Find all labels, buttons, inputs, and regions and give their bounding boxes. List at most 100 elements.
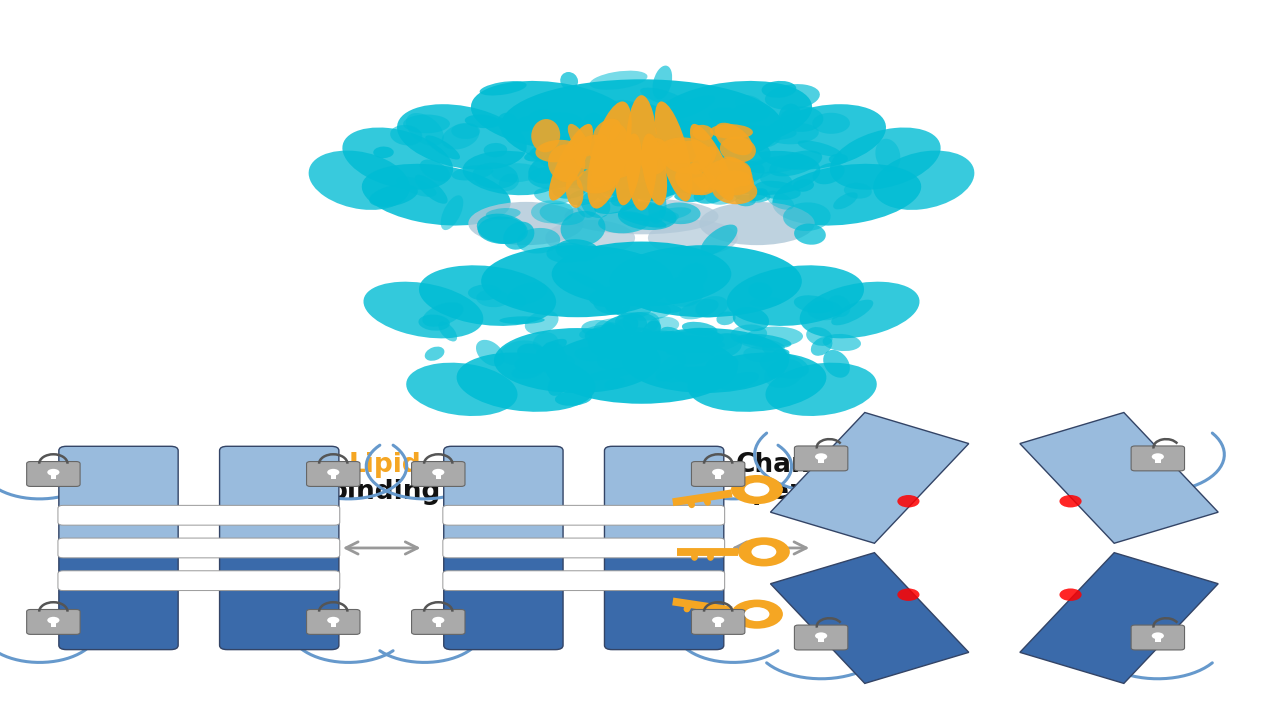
Ellipse shape <box>733 187 771 203</box>
Circle shape <box>738 537 790 567</box>
Ellipse shape <box>727 265 863 326</box>
Ellipse shape <box>648 317 679 333</box>
Ellipse shape <box>588 158 631 183</box>
Ellipse shape <box>457 353 595 412</box>
Ellipse shape <box>616 133 642 205</box>
FancyBboxPatch shape <box>50 622 56 627</box>
Ellipse shape <box>552 242 731 306</box>
Ellipse shape <box>675 167 709 195</box>
Ellipse shape <box>833 193 858 209</box>
Ellipse shape <box>609 124 629 152</box>
Ellipse shape <box>688 353 826 412</box>
Ellipse shape <box>738 334 792 348</box>
Ellipse shape <box>694 187 726 204</box>
Ellipse shape <box>373 146 394 158</box>
Ellipse shape <box>514 116 538 131</box>
Ellipse shape <box>626 339 643 356</box>
Ellipse shape <box>588 332 616 357</box>
Ellipse shape <box>568 189 599 205</box>
Ellipse shape <box>597 185 629 202</box>
Ellipse shape <box>640 138 670 175</box>
Ellipse shape <box>666 342 688 355</box>
Ellipse shape <box>611 189 639 206</box>
Ellipse shape <box>609 245 802 317</box>
Ellipse shape <box>418 314 450 331</box>
Ellipse shape <box>585 152 611 174</box>
Text: Lipid: Lipid <box>349 452 421 478</box>
Ellipse shape <box>615 312 647 332</box>
Ellipse shape <box>720 372 758 390</box>
Ellipse shape <box>667 158 708 193</box>
Ellipse shape <box>645 174 677 193</box>
Ellipse shape <box>468 202 584 245</box>
Ellipse shape <box>772 164 921 226</box>
Ellipse shape <box>748 155 810 174</box>
Ellipse shape <box>396 177 436 197</box>
Ellipse shape <box>577 148 706 198</box>
Ellipse shape <box>499 174 520 191</box>
Ellipse shape <box>591 145 640 179</box>
Ellipse shape <box>390 125 422 146</box>
Ellipse shape <box>514 355 553 373</box>
Ellipse shape <box>748 282 772 299</box>
Ellipse shape <box>481 245 674 317</box>
Ellipse shape <box>749 297 783 306</box>
Ellipse shape <box>545 332 738 404</box>
Ellipse shape <box>709 107 747 125</box>
Ellipse shape <box>580 180 609 193</box>
Polygon shape <box>771 553 969 684</box>
Circle shape <box>47 469 59 476</box>
Ellipse shape <box>498 112 518 133</box>
Ellipse shape <box>647 156 684 176</box>
Ellipse shape <box>688 154 734 179</box>
Ellipse shape <box>594 319 633 340</box>
Ellipse shape <box>405 113 444 146</box>
Ellipse shape <box>654 102 693 201</box>
Circle shape <box>815 632 828 640</box>
Ellipse shape <box>595 174 638 198</box>
Ellipse shape <box>425 136 461 159</box>
FancyBboxPatch shape <box>435 622 441 627</box>
Ellipse shape <box>527 110 552 126</box>
Ellipse shape <box>622 120 667 145</box>
FancyBboxPatch shape <box>307 461 361 487</box>
Ellipse shape <box>648 192 666 224</box>
Ellipse shape <box>656 354 686 381</box>
FancyBboxPatch shape <box>443 505 725 525</box>
FancyBboxPatch shape <box>58 571 340 590</box>
Ellipse shape <box>530 145 577 164</box>
Ellipse shape <box>677 345 715 365</box>
Circle shape <box>1152 632 1164 640</box>
Ellipse shape <box>590 152 625 182</box>
Ellipse shape <box>733 307 769 331</box>
Ellipse shape <box>581 192 611 218</box>
Polygon shape <box>771 412 969 543</box>
Ellipse shape <box>440 195 463 230</box>
Ellipse shape <box>613 311 659 341</box>
Ellipse shape <box>668 121 694 152</box>
Ellipse shape <box>547 177 591 189</box>
FancyBboxPatch shape <box>692 609 745 634</box>
Ellipse shape <box>631 336 657 350</box>
FancyBboxPatch shape <box>59 540 178 650</box>
Ellipse shape <box>422 302 463 327</box>
Ellipse shape <box>530 115 554 140</box>
Circle shape <box>327 469 340 476</box>
Ellipse shape <box>695 296 729 318</box>
Ellipse shape <box>675 191 706 202</box>
Ellipse shape <box>499 317 545 324</box>
FancyBboxPatch shape <box>412 461 464 487</box>
Ellipse shape <box>545 142 572 172</box>
FancyBboxPatch shape <box>331 622 336 627</box>
Ellipse shape <box>707 165 747 193</box>
FancyBboxPatch shape <box>794 625 848 650</box>
Ellipse shape <box>491 163 540 182</box>
Ellipse shape <box>659 327 688 348</box>
Ellipse shape <box>634 182 662 200</box>
Ellipse shape <box>688 177 715 195</box>
Circle shape <box>897 495 920 508</box>
Ellipse shape <box>420 265 556 326</box>
Ellipse shape <box>439 322 457 342</box>
Ellipse shape <box>615 301 671 321</box>
Ellipse shape <box>658 138 707 164</box>
